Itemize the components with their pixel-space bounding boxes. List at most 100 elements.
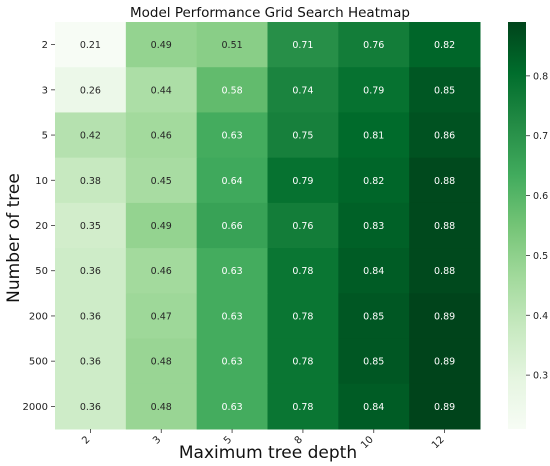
- cell-value-label: 0.48: [151, 402, 172, 413]
- heatmap-cell: [196, 383, 268, 430]
- cell-value-label: 0.85: [363, 357, 384, 368]
- y-tick-label: 500: [29, 357, 48, 368]
- y-tick-label: 5: [42, 131, 48, 142]
- heatmap-cell: [55, 67, 127, 113]
- cell-value-label: 0.36: [80, 266, 101, 277]
- heatmap-cell: [409, 248, 481, 294]
- heatmap-cell: [338, 67, 410, 113]
- cell-value-label: 0.89: [434, 402, 455, 413]
- cell-value-label: 0.46: [151, 131, 172, 142]
- chart-title: Model Performance Grid Search Heatmap: [130, 5, 410, 21]
- cell-value-label: 0.47: [151, 311, 172, 322]
- x-tick-label: 10: [359, 434, 376, 451]
- heatmap-cell: [55, 22, 127, 68]
- heatmap-cell: [196, 112, 268, 159]
- heatmap-cell: [267, 293, 339, 340]
- colorbar-tick-label: 0.8: [533, 71, 548, 82]
- heatmap-cell: [196, 293, 268, 340]
- y-tick-label: 10: [35, 176, 48, 187]
- y-tick-label: 50: [35, 266, 48, 277]
- heatmap-cell: [55, 293, 127, 340]
- heatmap-cell: [338, 157, 410, 204]
- cell-value-label: 0.85: [434, 85, 455, 96]
- heatmap-cell: [267, 67, 339, 113]
- cell-value-label: 0.63: [222, 266, 243, 277]
- heatmap-cell: [55, 248, 127, 294]
- cell-value-label: 0.88: [434, 221, 455, 232]
- cell-value-label: 0.21: [80, 40, 101, 51]
- heatmap-cell: [409, 67, 481, 113]
- heatmap-cell: [125, 293, 198, 340]
- heatmap-cell: [125, 202, 198, 249]
- y-tick-label: 20: [35, 221, 48, 232]
- cell-value-label: 0.71: [292, 40, 313, 51]
- cell-value-label: 0.85: [363, 311, 384, 322]
- cell-value-label: 0.51: [222, 40, 243, 51]
- cell-value-label: 0.46: [151, 266, 172, 277]
- y-tick-label: 3: [42, 85, 48, 96]
- cell-value-label: 0.35: [80, 221, 101, 232]
- heatmap-cells: 0.21 0.49 0.51 0.71 0.76 0.82 0.26 0.44 0.58 0.74…: [55, 22, 481, 430]
- heatmap-cell: [409, 157, 481, 204]
- colorbar-tick-label: 0.6: [533, 191, 548, 202]
- y-tick-label: 200: [29, 311, 48, 322]
- heatmap-cell: [125, 22, 198, 68]
- heatmap-cell: [55, 157, 127, 204]
- heatmap-cell: [338, 383, 410, 430]
- cell-value-label: 0.36: [80, 311, 101, 322]
- cell-value-label: 0.79: [292, 176, 313, 187]
- heatmap-cell: [55, 202, 127, 249]
- cell-value-label: 0.78: [292, 266, 313, 277]
- heatmap-cell: [338, 248, 410, 294]
- colorbar-ticks: 0.3 0.4 0.5 0.6 0.7 0.8: [526, 71, 548, 382]
- cell-value-label: 0.88: [434, 266, 455, 277]
- heatmap-cell: [338, 22, 410, 68]
- cell-value-label: 0.84: [363, 266, 384, 277]
- cell-value-label: 0.63: [222, 357, 243, 368]
- heatmap-cell: [55, 383, 127, 430]
- cell-value-label: 0.74: [292, 85, 313, 96]
- heatmap-cell: [267, 248, 339, 294]
- y-axis-ticks: 2 3 5 10 20 50 200 500 2000: [23, 40, 55, 413]
- cell-value-label: 0.58: [222, 85, 243, 96]
- y-tick-label: 2000: [23, 402, 48, 413]
- heatmap-cell: [125, 112, 198, 159]
- cell-value-label: 0.48: [151, 357, 172, 368]
- heatmap-cell: [409, 112, 481, 159]
- y-tick-label: 2: [42, 40, 48, 51]
- x-tick-label: 3: [151, 434, 163, 446]
- heatmap-cell: [409, 293, 481, 340]
- cell-value-label: 0.26: [80, 85, 101, 96]
- cell-value-label: 0.82: [434, 40, 455, 51]
- cell-value-label: 0.36: [80, 402, 101, 413]
- heatmap-cell: [125, 157, 198, 204]
- cell-value-label: 0.49: [151, 221, 172, 232]
- heatmap-cell: [267, 202, 339, 249]
- colorbar-tick-label: 0.7: [533, 131, 548, 142]
- x-axis-title: Maximum tree depth: [179, 443, 357, 463]
- colorbar-tick-label: 0.4: [533, 311, 548, 322]
- heatmap-cell: [125, 67, 198, 113]
- heatmap-cell: [267, 22, 339, 68]
- cell-value-label: 0.81: [363, 131, 384, 142]
- colorbar-tick-label: 0.3: [533, 371, 548, 382]
- cell-value-label: 0.76: [363, 40, 384, 51]
- cell-value-label: 0.76: [292, 221, 313, 232]
- cell-value-label: 0.86: [434, 131, 455, 142]
- heatmap-cell: [196, 202, 268, 249]
- cell-value-label: 0.63: [222, 402, 243, 413]
- heatmap-cell: [338, 202, 410, 249]
- y-axis-title: Number of tree: [4, 173, 24, 303]
- heatmap-cell: [125, 383, 198, 430]
- heatmap-cell: [55, 112, 127, 159]
- cell-value-label: 0.49: [151, 40, 172, 51]
- cell-value-label: 0.66: [222, 221, 243, 232]
- cell-value-label: 0.64: [222, 176, 243, 187]
- cell-value-label: 0.89: [434, 311, 455, 322]
- cell-value-label: 0.38: [80, 176, 101, 187]
- x-tick-label: 2: [80, 434, 92, 446]
- heatmap-cell: [196, 157, 268, 204]
- heatmap-cell: [267, 157, 339, 204]
- heatmap-cell: [125, 248, 198, 294]
